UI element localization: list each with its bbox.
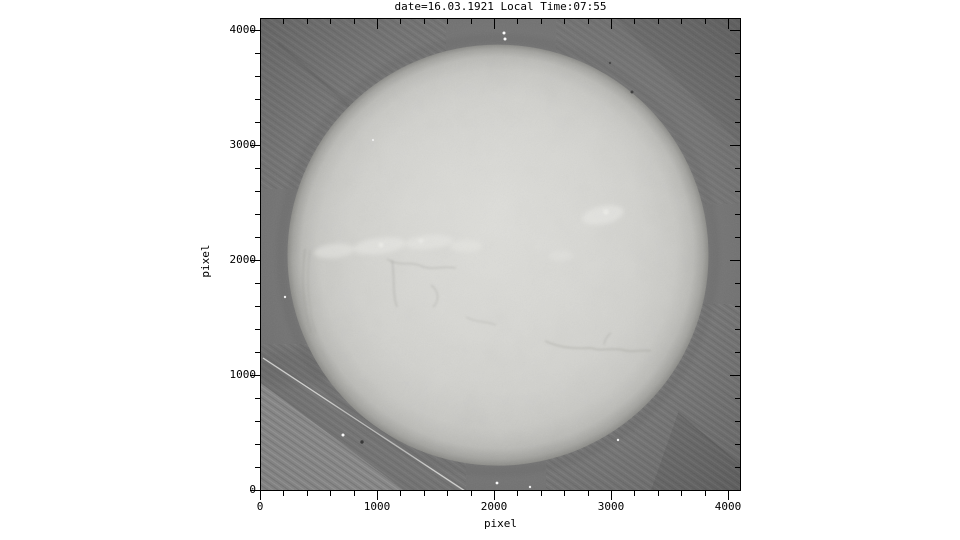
x-axis-minor-tick — [564, 491, 565, 496]
y-tick-label: 1000 — [229, 368, 257, 381]
y-axis-title: pixel — [199, 244, 212, 278]
y-axis-tick — [250, 30, 260, 31]
x-axis-tick — [494, 491, 495, 500]
film-grain — [261, 19, 740, 490]
x-tick-label: 3000 — [597, 500, 625, 513]
x-axis-tick — [260, 491, 261, 500]
plot-title: date=16.03.1921 Local Time:07:55 — [394, 0, 607, 13]
x-axis-title: pixel — [483, 517, 518, 530]
x-tick-label: 0 — [256, 500, 264, 513]
y-axis-tick — [250, 260, 260, 261]
x-axis-minor-tick — [330, 491, 331, 496]
y-tick-label: 4000 — [229, 23, 257, 36]
y-tick-label: 0 — [249, 483, 256, 496]
x-axis-minor-tick — [307, 491, 308, 496]
x-axis-minor-tick — [400, 491, 401, 496]
x-axis-minor-tick — [634, 491, 635, 496]
x-axis-minor-tick — [705, 491, 706, 496]
x-tick-label: 4000 — [714, 500, 742, 513]
solar-plate-image — [261, 19, 740, 490]
x-axis-tick — [728, 491, 729, 500]
x-tick-label: 2000 — [480, 500, 508, 513]
x-axis-minor-tick — [658, 491, 659, 496]
x-axis-minor-tick — [283, 491, 284, 496]
y-axis-tick — [250, 145, 260, 146]
x-axis-minor-tick — [471, 491, 472, 496]
plot-frame — [260, 18, 741, 491]
y-axis-tick — [250, 375, 260, 376]
y-axis-tick — [250, 490, 260, 491]
x-tick-label: 1000 — [363, 500, 391, 513]
x-axis-tick — [377, 491, 378, 500]
x-axis-minor-tick — [588, 491, 589, 496]
x-axis-minor-tick — [447, 491, 448, 496]
x-axis-minor-tick — [424, 491, 425, 496]
x-axis-minor-tick — [517, 491, 518, 496]
x-axis-minor-tick — [541, 491, 542, 496]
x-axis-minor-tick — [354, 491, 355, 496]
y-tick-label: 3000 — [229, 138, 257, 151]
x-axis-tick — [611, 491, 612, 500]
x-axis-minor-tick — [681, 491, 682, 496]
